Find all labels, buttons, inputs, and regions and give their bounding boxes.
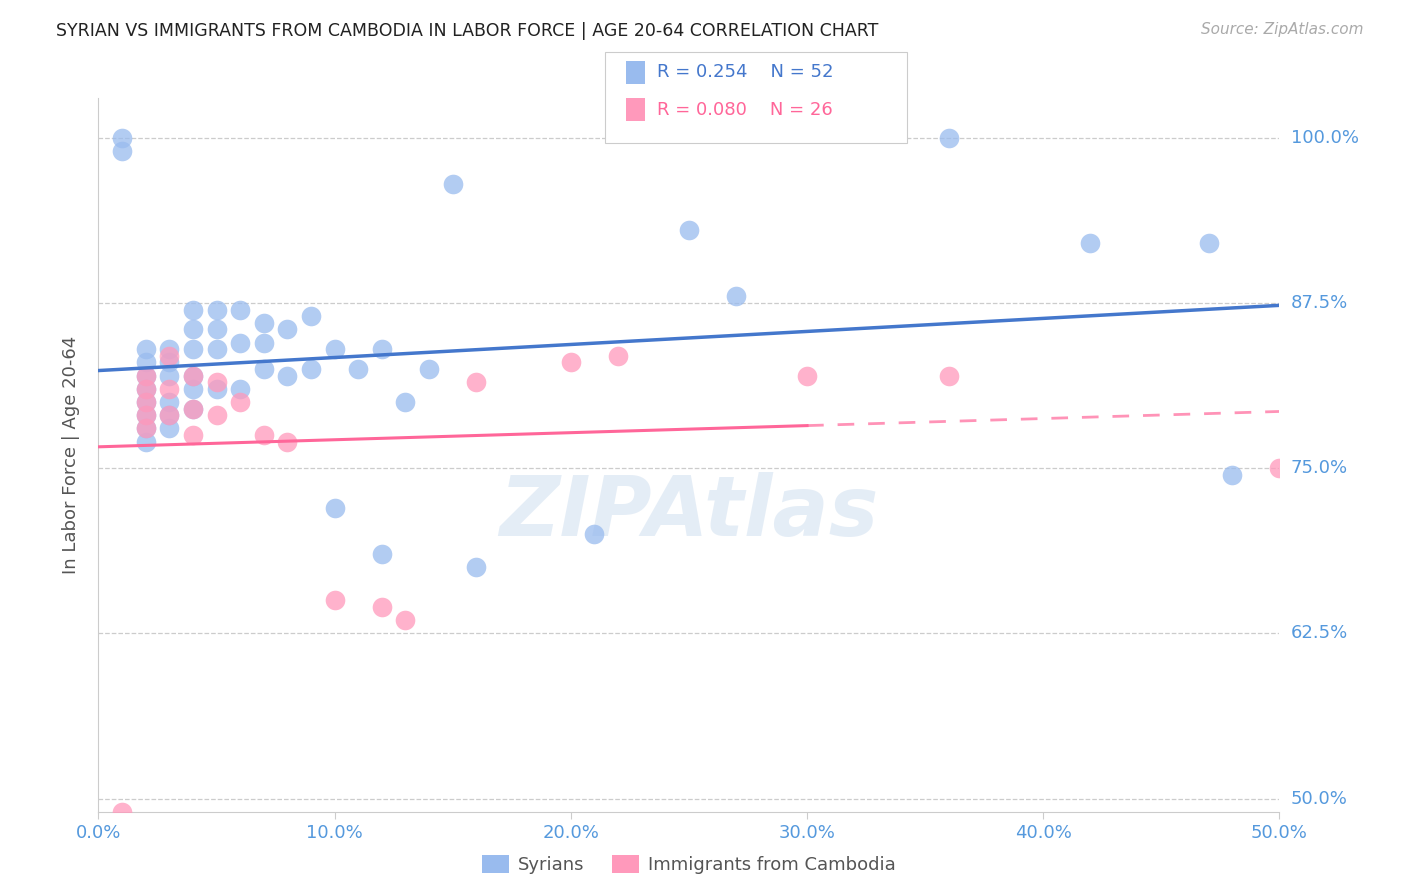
Text: R = 0.080    N = 26: R = 0.080 N = 26	[657, 101, 832, 119]
Point	[135, 342, 157, 356]
Point	[135, 421, 157, 435]
Point	[323, 593, 346, 607]
Point	[181, 401, 204, 416]
Point	[1080, 236, 1102, 251]
Point	[560, 355, 582, 369]
Point	[725, 289, 748, 303]
Point	[299, 362, 322, 376]
Point	[181, 322, 204, 336]
Point	[157, 409, 180, 423]
Point	[276, 434, 298, 449]
Point	[135, 421, 157, 435]
Point	[1198, 236, 1220, 251]
Text: 50.0%: 50.0%	[1291, 789, 1347, 807]
Point	[253, 335, 276, 350]
Point	[347, 362, 370, 376]
Point	[371, 599, 394, 614]
Point	[418, 362, 440, 376]
Point	[229, 382, 252, 396]
Point	[157, 421, 180, 435]
Point	[205, 302, 228, 317]
Text: SYRIAN VS IMMIGRANTS FROM CAMBODIA IN LABOR FORCE | AGE 20-64 CORRELATION CHART: SYRIAN VS IMMIGRANTS FROM CAMBODIA IN LA…	[56, 22, 879, 40]
Point	[276, 322, 298, 336]
Point	[323, 342, 346, 356]
Text: 75.0%: 75.0%	[1291, 459, 1348, 477]
Point	[465, 376, 488, 390]
Text: 87.5%: 87.5%	[1291, 294, 1348, 312]
Y-axis label: In Labor Force | Age 20-64: In Labor Force | Age 20-64	[62, 335, 80, 574]
Point	[181, 302, 204, 317]
Point	[323, 500, 346, 515]
Point	[181, 401, 204, 416]
Point	[465, 560, 488, 574]
Point	[135, 382, 157, 396]
Point	[229, 335, 252, 350]
Point	[181, 382, 204, 396]
Text: ZIPAtlas: ZIPAtlas	[499, 472, 879, 552]
Point	[371, 547, 394, 561]
Point	[157, 382, 180, 396]
Point	[181, 342, 204, 356]
Point	[796, 368, 818, 383]
Point	[135, 395, 157, 409]
Point	[299, 309, 322, 323]
Point	[938, 368, 960, 383]
Point	[229, 395, 252, 409]
Point	[135, 355, 157, 369]
Point	[111, 805, 134, 819]
Point	[135, 409, 157, 423]
Point	[135, 395, 157, 409]
Point	[135, 368, 157, 383]
Point	[205, 342, 228, 356]
Point	[157, 349, 180, 363]
Point	[371, 342, 394, 356]
Point	[135, 409, 157, 423]
Point	[253, 316, 276, 330]
Point	[157, 355, 180, 369]
Text: 62.5%: 62.5%	[1291, 624, 1348, 642]
Point	[181, 368, 204, 383]
Point	[938, 130, 960, 145]
Point	[157, 395, 180, 409]
Point	[205, 409, 228, 423]
Point	[135, 368, 157, 383]
Point	[253, 362, 276, 376]
Point	[678, 223, 700, 237]
Point	[111, 144, 134, 158]
Point	[583, 527, 606, 541]
Point	[394, 395, 416, 409]
Point	[157, 409, 180, 423]
Text: Source: ZipAtlas.com: Source: ZipAtlas.com	[1201, 22, 1364, 37]
Point	[441, 177, 464, 191]
Point	[394, 613, 416, 627]
Point	[135, 382, 157, 396]
Point	[181, 428, 204, 442]
Point	[253, 428, 276, 442]
Point	[276, 368, 298, 383]
Point	[157, 368, 180, 383]
Point	[205, 322, 228, 336]
Point	[205, 376, 228, 390]
Legend: Syrians, Immigrants from Cambodia: Syrians, Immigrants from Cambodia	[475, 847, 903, 881]
Point	[1268, 461, 1291, 475]
Text: R = 0.254    N = 52: R = 0.254 N = 52	[657, 63, 834, 81]
Point	[607, 349, 630, 363]
Point	[1220, 467, 1243, 482]
Point	[157, 342, 180, 356]
Point	[229, 302, 252, 317]
Point	[181, 368, 204, 383]
Point	[135, 434, 157, 449]
Text: 100.0%: 100.0%	[1291, 128, 1358, 147]
Point	[111, 130, 134, 145]
Point	[205, 382, 228, 396]
